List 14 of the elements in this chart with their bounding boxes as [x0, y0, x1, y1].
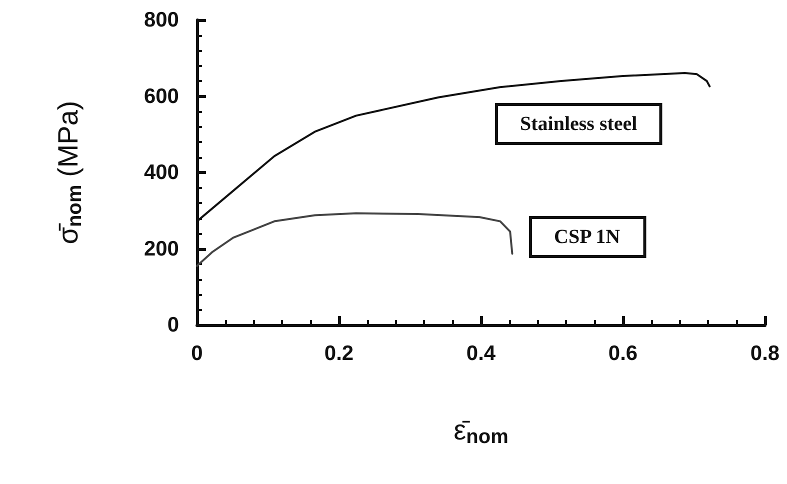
y-axis-title: σ̄nom (MPa): [52, 100, 86, 244]
text: CSP 1N: [554, 226, 621, 248]
line-series: [196, 212, 514, 267]
x-tick-label: 0.8: [750, 342, 780, 365]
y-tick-label: 200: [144, 237, 179, 260]
y-tick-label: 0: [167, 314, 179, 336]
y-tick-label: 800: [144, 8, 179, 32]
x-tick-label: 0.6: [608, 342, 638, 365]
y-tick-label: 400: [144, 161, 179, 184]
y-tick-label: 600: [144, 84, 179, 108]
x-tick-label: 0: [191, 342, 203, 365]
x-tick-label: 0.4: [466, 342, 496, 365]
series-label: Stainless steel: [520, 113, 638, 135]
x-tick-label: 0.2: [324, 342, 354, 365]
